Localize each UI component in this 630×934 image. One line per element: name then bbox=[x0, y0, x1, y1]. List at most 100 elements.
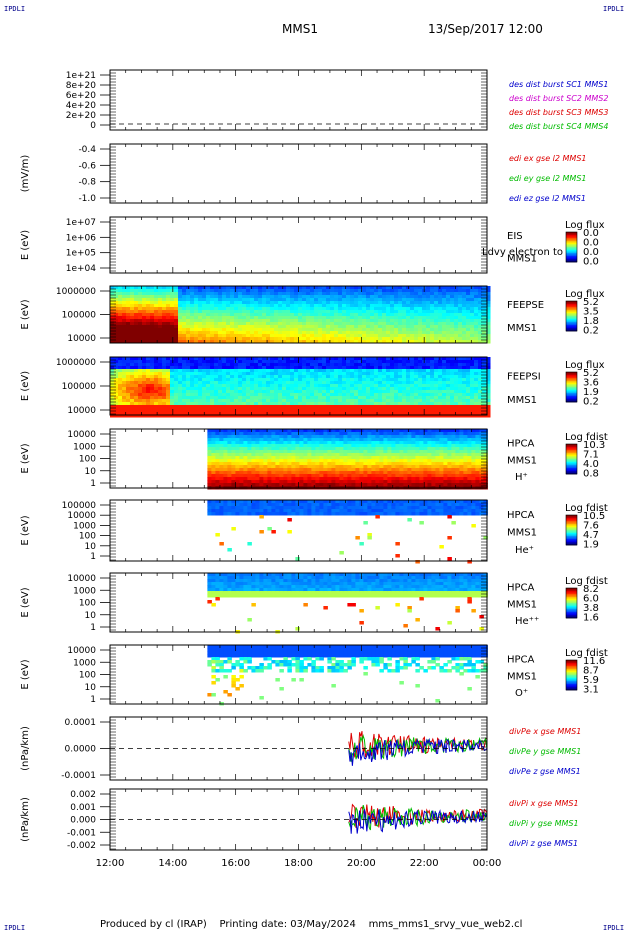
spectrogram-cell bbox=[402, 328, 407, 332]
spectrogram-cell bbox=[438, 375, 443, 379]
spectrogram-cell bbox=[110, 396, 115, 400]
spectrogram-cell bbox=[287, 471, 292, 475]
spectrogram-cell bbox=[206, 307, 211, 311]
spectrogram-cell bbox=[334, 387, 339, 391]
colorbar-swatch bbox=[566, 328, 577, 330]
spectrogram-cell bbox=[114, 292, 119, 296]
spectrogram-cell bbox=[226, 357, 231, 361]
spectrogram-cell bbox=[454, 402, 459, 406]
colorbar-swatch bbox=[566, 250, 577, 252]
spectrogram-cell bbox=[215, 429, 220, 433]
spectrogram-cell bbox=[306, 393, 311, 397]
spectrogram-cell bbox=[339, 447, 344, 451]
spectrogram-cell bbox=[283, 429, 288, 433]
spectrogram-cell bbox=[478, 390, 483, 394]
spectrogram-cell bbox=[211, 435, 216, 439]
y-tick-label: 1e+21 bbox=[66, 71, 96, 81]
spectrogram-cell bbox=[346, 357, 351, 361]
spectrogram-cell bbox=[275, 432, 280, 436]
spectrogram-cell bbox=[270, 334, 275, 338]
spectrogram-cell bbox=[310, 313, 315, 317]
spectrogram-cell bbox=[394, 381, 399, 385]
spectrogram-cell bbox=[462, 286, 467, 290]
spectrogram-cell bbox=[302, 319, 307, 323]
spectrogram-cell bbox=[478, 405, 483, 409]
spectrogram-cell bbox=[267, 483, 272, 487]
spectrogram-cell bbox=[342, 331, 347, 335]
spectrogram-cell bbox=[326, 301, 331, 305]
spectrogram-cell bbox=[319, 453, 324, 457]
spectrogram-cell bbox=[282, 286, 287, 290]
spectrogram-cell bbox=[166, 295, 171, 299]
spectrogram-cell bbox=[358, 360, 363, 364]
spectrogram-cell bbox=[410, 366, 415, 370]
y-tick-label: 2e+20 bbox=[66, 111, 97, 121]
spectrogram-cell bbox=[267, 453, 272, 457]
spectrogram-cell bbox=[302, 310, 307, 314]
spectrogram-cell bbox=[422, 319, 427, 323]
spectrogram-cell bbox=[290, 363, 295, 367]
colorbar-title: Log flux bbox=[565, 289, 605, 300]
spectrogram-cell bbox=[174, 325, 179, 329]
spectrogram-cell bbox=[150, 405, 155, 409]
spectrogram-cell bbox=[334, 405, 339, 409]
spectrogram-cell bbox=[258, 292, 263, 296]
spectrogram-cell bbox=[299, 450, 304, 454]
spectrogram-cell bbox=[390, 295, 395, 299]
spectrogram-cell bbox=[366, 334, 371, 338]
spectrogram-cell bbox=[302, 301, 307, 305]
spectrogram-cell bbox=[202, 414, 207, 418]
spectrogram-cell bbox=[330, 331, 335, 335]
spectrogram-cell bbox=[287, 432, 292, 436]
spectrogram-cell bbox=[402, 325, 407, 329]
spectrogram-cell bbox=[230, 319, 235, 323]
spectrogram-cell bbox=[166, 328, 171, 332]
spectrogram-cell bbox=[390, 378, 395, 382]
spectrogram-cell bbox=[318, 408, 323, 412]
spectrogram-cell bbox=[198, 360, 203, 364]
spectrogram-cell bbox=[378, 304, 383, 308]
spectrogram-cell bbox=[307, 459, 312, 463]
legend-edi-0: edi ex gse l2 MMS1 bbox=[509, 154, 587, 163]
spectrogram-cell bbox=[110, 369, 115, 373]
spectrogram-cell bbox=[158, 393, 163, 397]
spectrogram-cell bbox=[178, 301, 183, 305]
spectrogram-cell bbox=[338, 390, 343, 394]
spectrogram-cell bbox=[434, 319, 439, 323]
spectrogram-cell bbox=[311, 477, 316, 481]
spectrogram-cell bbox=[330, 360, 335, 364]
spectrogram-cell bbox=[334, 322, 339, 326]
spectrogram-cell bbox=[446, 310, 451, 314]
spectrogram-cell bbox=[306, 369, 311, 373]
spectrogram-cell bbox=[162, 319, 167, 323]
spectrogram-cell bbox=[114, 340, 119, 344]
spectrogram-cell bbox=[162, 366, 167, 370]
colorbar-swatch bbox=[566, 241, 577, 243]
spectrogram-cell bbox=[482, 414, 487, 418]
spectrogram-cell bbox=[254, 340, 259, 344]
spectrogram-cell bbox=[219, 462, 224, 466]
spectrogram-cell bbox=[231, 447, 236, 451]
spectrogram-cell bbox=[458, 298, 463, 302]
spectrogram-cell bbox=[486, 337, 491, 341]
spectrogram-cell bbox=[450, 378, 455, 382]
spectrogram-cell bbox=[394, 396, 399, 400]
spectrogram-cell bbox=[350, 402, 355, 406]
spectrogram-cell bbox=[346, 319, 351, 323]
spectrogram-cell bbox=[339, 435, 344, 439]
colorbar-swatch bbox=[566, 236, 577, 239]
spectrogram-cell bbox=[414, 292, 419, 296]
spectrogram-cell bbox=[239, 441, 244, 445]
spectrogram-cell bbox=[466, 316, 471, 320]
spectrogram-cell bbox=[310, 405, 315, 409]
spectrogram-cell bbox=[202, 402, 207, 406]
spectrogram-cell bbox=[310, 316, 315, 320]
spectrogram-cell bbox=[294, 411, 299, 415]
spectrogram-cell bbox=[438, 387, 443, 391]
spectrogram-cell bbox=[150, 363, 155, 367]
spectrogram-cell bbox=[298, 319, 303, 323]
spectrogram-cell bbox=[271, 480, 276, 484]
spectrogram-cell bbox=[274, 337, 279, 341]
spectrogram-cell bbox=[234, 340, 239, 344]
spectrogram-cell bbox=[230, 393, 235, 397]
